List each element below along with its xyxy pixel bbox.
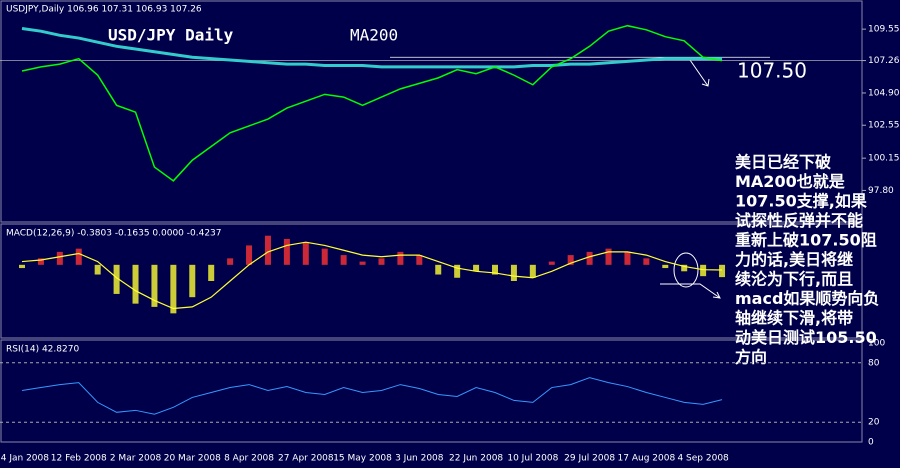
macd-bar <box>189 264 196 298</box>
note: 美日已经下破 <box>735 153 831 172</box>
macd-bar <box>283 238 290 265</box>
note: MA200也就是 <box>735 172 845 191</box>
macd-bar <box>492 264 498 275</box>
macd-bar <box>75 248 82 265</box>
annotation: USD/JPY Daily <box>108 26 234 45</box>
macd-bar <box>132 264 139 304</box>
macd-bar <box>510 264 517 281</box>
macd-bar <box>170 264 177 314</box>
macd-bar <box>94 264 101 275</box>
macd-bar <box>700 264 707 277</box>
y-tick-label: 97.80 <box>868 186 894 196</box>
macd-bar <box>416 255 423 265</box>
x-tick-label: 2 Mar 2008 <box>110 454 162 464</box>
x-tick-label: 3 Jun 2008 <box>395 454 444 464</box>
x-tick-label: 22 Jun 2008 <box>449 454 503 464</box>
macd-bar <box>113 264 120 294</box>
note: 续沦为下行,而且 <box>735 270 853 289</box>
macd-bar <box>56 251 63 265</box>
x-tick-label: 24 Jan 2008 <box>0 454 49 464</box>
arrow <box>689 59 710 87</box>
x-tick-label: 17 Aug 2008 <box>618 454 676 464</box>
note: macd如果顺势向负 <box>735 289 879 308</box>
note: 重新上破107.50阻 <box>735 231 877 250</box>
macd-bar <box>586 251 593 265</box>
macd-bar <box>246 245 253 265</box>
note: 方向 <box>735 348 767 367</box>
y-tick-label: 20 <box>868 418 880 428</box>
macd-bar <box>321 248 328 265</box>
x-tick-label: 15 May 2008 <box>333 454 392 464</box>
y-tick-label: 100 <box>868 339 885 349</box>
macd-bar <box>473 264 480 272</box>
macd-header: MACD(12,26,9) -0.3803 -0.1635 0.0000 -0.… <box>6 229 222 239</box>
macd-bar <box>378 258 385 265</box>
y-tick-label: 0 <box>868 438 874 448</box>
macd-bar <box>359 261 366 265</box>
macd-bar <box>340 255 347 265</box>
x-tick-label: 12 Feb 2008 <box>51 454 107 464</box>
annotation: MA200 <box>350 26 398 45</box>
macd-bar <box>548 261 555 265</box>
note: 轴继续下滑,将带 <box>735 309 853 328</box>
arrow <box>660 283 721 299</box>
macd-bar <box>208 264 215 281</box>
macd-bar <box>567 255 574 265</box>
series-line <box>21 377 723 415</box>
macd-bar <box>435 264 442 275</box>
x-tick-label: 4 Sep 2008 <box>677 454 729 464</box>
rsi-header: RSI(14) 42.8270 <box>6 345 79 355</box>
rsi-panel <box>0 339 863 443</box>
y-tick-label: 109.55 <box>868 25 900 35</box>
macd-bar <box>719 264 726 278</box>
series-line <box>21 24 723 182</box>
macd-bar <box>19 264 25 269</box>
y-tick-label: 102.55 <box>868 121 900 131</box>
series-line <box>21 26 723 69</box>
macd-bar <box>454 264 461 278</box>
x-tick-label: 10 Jul 2008 <box>507 454 558 464</box>
y-tick-label: 80 <box>868 358 880 368</box>
macd-bar <box>264 235 271 265</box>
x-tick-label: 29 Jul 2008 <box>564 454 615 464</box>
note: 试探性反弹并不能 <box>735 211 863 230</box>
macd-bar <box>227 258 234 265</box>
level-label: 107.50 <box>737 59 807 83</box>
note: 107.50支撑,如果 <box>735 192 867 211</box>
macd-bar <box>302 242 309 265</box>
y-tick-label: 104.90 <box>868 88 900 98</box>
note: 力的话,美日将继 <box>735 250 853 269</box>
macd-bar <box>662 264 669 269</box>
macd-bar <box>643 258 650 265</box>
macd-bar <box>151 264 158 307</box>
macd-bar <box>529 264 536 278</box>
series-line <box>21 241 723 310</box>
price-panel <box>0 0 863 223</box>
macd-bar <box>681 264 688 272</box>
macd-bar <box>624 251 631 265</box>
circle <box>673 252 699 288</box>
macd-bar <box>397 251 404 265</box>
y-tick-label: 100.15 <box>868 154 900 164</box>
note: 动美日测试105.50 <box>735 328 877 347</box>
price-header: USDJPY,Daily 106.96 107.31 106.93 107.26 <box>6 5 202 15</box>
macd-bar <box>37 258 44 265</box>
x-tick-label: 8 Apr 2008 <box>224 454 274 464</box>
x-tick-label: 27 Apr 2008 <box>278 454 334 464</box>
y-tick-label: 107.26 <box>868 56 900 66</box>
x-tick-label: 20 Mar 2008 <box>164 454 221 464</box>
macd-panel <box>0 223 863 339</box>
macd-bar <box>605 248 612 265</box>
